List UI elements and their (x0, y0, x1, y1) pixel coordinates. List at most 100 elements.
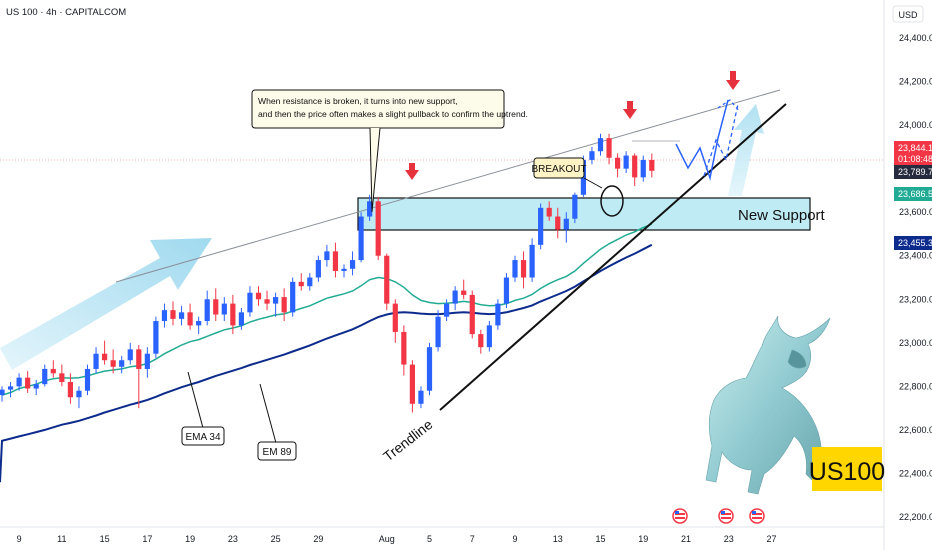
candle-26 (221, 297, 227, 322)
candle-9 (76, 386, 82, 409)
candle-25 (213, 288, 219, 322)
candle-15 (127, 342, 133, 365)
bull-icon (705, 315, 831, 495)
candle-6 (50, 360, 56, 378)
candle-12 (102, 340, 108, 365)
down-arrow-2 (623, 101, 637, 119)
candle-19 (161, 303, 168, 328)
candle-44 (375, 196, 381, 261)
x-tick-label: 9 (512, 534, 517, 544)
y-tick-label: 24,400.0 (899, 33, 932, 43)
y-tick-label: 23,600.0 (899, 207, 932, 217)
breakout-label: BREAKOUT (531, 164, 586, 175)
us-flag-icon-2[interactable] (718, 508, 734, 524)
down-arrow-1 (405, 163, 419, 180)
x-tick-label: 21 (681, 534, 691, 544)
candle-61 (520, 251, 527, 289)
candle-13 (110, 349, 116, 374)
candle-21 (178, 305, 185, 326)
candle-58 (495, 299, 501, 330)
x-tick-label: 19 (185, 534, 195, 544)
candle-57 (486, 321, 492, 352)
candle-71 (606, 133, 612, 165)
candle-16 (136, 344, 142, 409)
candle-29 (247, 286, 253, 317)
y-tick-label: 22,200.0 (899, 512, 932, 522)
y-tick-label: 23,400.0 (899, 251, 932, 261)
symbol-title: US 100 · 4h · CAPITALCOM (6, 7, 126, 18)
candle-36 (307, 273, 313, 291)
y-tick-label: 22,800.0 (899, 381, 932, 391)
candle-40 (341, 264, 347, 278)
candle-22 (187, 303, 193, 330)
candle-24 (204, 290, 210, 326)
candle-5 (42, 364, 48, 387)
x-tick-label: 15 (595, 534, 605, 544)
candle-67 (572, 192, 578, 224)
currency-box[interactable] (892, 5, 924, 23)
ema89-price-tag (894, 236, 932, 250)
candle-1 (7, 382, 14, 398)
x-tick-label: 17 (142, 534, 152, 544)
x-tick-label: 19 (638, 534, 648, 544)
candle-66 (563, 212, 569, 243)
ema89-label-box (257, 441, 297, 461)
candle-11 (93, 347, 99, 374)
ema89-price-value: 23,455.3 (898, 238, 932, 248)
breakout-pointer (583, 177, 603, 189)
candle-59 (503, 273, 510, 308)
candle-35 (298, 273, 304, 291)
candle-34 (290, 277, 296, 317)
candle-20 (170, 301, 176, 326)
ema34-price-value: 23,686.5 (898, 189, 932, 199)
x-tick-label: 23 (724, 534, 734, 544)
candle-75 (640, 155, 646, 182)
x-tick-label: 15 (100, 534, 110, 544)
candle-0 (0, 386, 5, 402)
x-tick-label: 11 (57, 534, 66, 544)
candle-8 (67, 373, 73, 404)
x-axis-ticks: 9 11 15 17 19 23 25 29 Aug 5 7 9 13 15 19 21 23 27 (17, 534, 777, 544)
note-line-2: and then the price often makes a slight … (258, 109, 528, 119)
candle-46 (392, 299, 398, 343)
note-line-1: When resistance is broken, it turns into… (258, 96, 458, 106)
x-tick-label: 9 (17, 534, 22, 544)
candle-39 (332, 242, 339, 278)
candle-65 (555, 207, 561, 239)
trendline-label: Trendline (380, 416, 436, 464)
big-uptrend-arrow (0, 238, 212, 370)
brand-badge (812, 447, 882, 491)
y-tick-label: 22,400.0 (899, 468, 932, 478)
y-tick-label: 23,000.0 (899, 338, 932, 348)
y-axis-ticks: 24,400.024,200.024,000.023,800.023,600.0… (899, 33, 932, 522)
candle-70 (597, 133, 604, 156)
us-flag-icon-1[interactable] (672, 508, 688, 524)
ema89-line (0, 243, 653, 483)
ema34-line (1, 223, 653, 396)
ema34-label: EMA 34 (185, 432, 220, 443)
x-tick-label: 5 (427, 534, 432, 544)
down-arrow-3 (726, 71, 740, 90)
candle-42 (358, 212, 364, 263)
last-price-value: 23,844.1 (898, 143, 932, 153)
y-tick-label: 24,000.0 (899, 120, 932, 130)
candle-27 (230, 294, 236, 335)
candle-33 (281, 288, 287, 322)
countdown-value: 01:08:48 (898, 154, 932, 164)
candle-62 (529, 238, 535, 282)
candle-47 (401, 325, 407, 376)
candle-3 (25, 371, 31, 393)
last-price-tag (894, 141, 932, 165)
y-tick-label: 24,200.0 (899, 77, 932, 87)
candle-43 (367, 194, 373, 221)
candle-52 (444, 299, 450, 322)
candle-54 (461, 279, 467, 300)
candle-76 (649, 153, 655, 178)
us-flag-icon-3[interactable] (749, 508, 765, 524)
x-tick-label: 7 (470, 534, 475, 544)
candle-7 (59, 364, 65, 387)
x-tick-label: Aug (379, 534, 395, 544)
candle-49 (418, 386, 424, 409)
close-price-tag (894, 165, 932, 179)
